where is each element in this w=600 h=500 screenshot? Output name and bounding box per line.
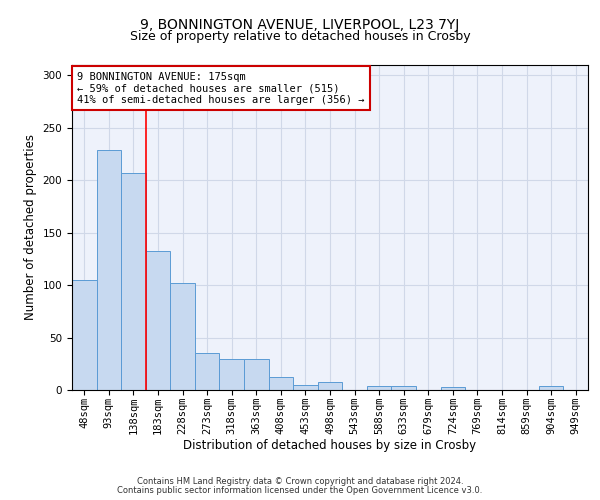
Bar <box>170 283 195 390</box>
Bar <box>440 387 465 390</box>
Bar <box>195 354 220 390</box>
Bar <box>269 378 293 390</box>
Bar <box>121 173 146 390</box>
Bar <box>220 358 244 390</box>
Bar <box>244 358 269 390</box>
Text: 9 BONNINGTON AVENUE: 175sqm
← 59% of detached houses are smaller (515)
41% of se: 9 BONNINGTON AVENUE: 175sqm ← 59% of det… <box>77 72 365 104</box>
Bar <box>391 386 416 390</box>
Bar <box>97 150 121 390</box>
Text: Contains public sector information licensed under the Open Government Licence v3: Contains public sector information licen… <box>118 486 482 495</box>
X-axis label: Distribution of detached houses by size in Crosby: Distribution of detached houses by size … <box>184 440 476 452</box>
Text: Size of property relative to detached houses in Crosby: Size of property relative to detached ho… <box>130 30 470 43</box>
Bar <box>318 382 342 390</box>
Bar <box>293 385 318 390</box>
Text: Contains HM Land Registry data © Crown copyright and database right 2024.: Contains HM Land Registry data © Crown c… <box>137 477 463 486</box>
Bar <box>72 280 97 390</box>
Bar <box>146 250 170 390</box>
Bar <box>539 386 563 390</box>
Bar <box>367 386 391 390</box>
Y-axis label: Number of detached properties: Number of detached properties <box>24 134 37 320</box>
Text: 9, BONNINGTON AVENUE, LIVERPOOL, L23 7YJ: 9, BONNINGTON AVENUE, LIVERPOOL, L23 7YJ <box>140 18 460 32</box>
